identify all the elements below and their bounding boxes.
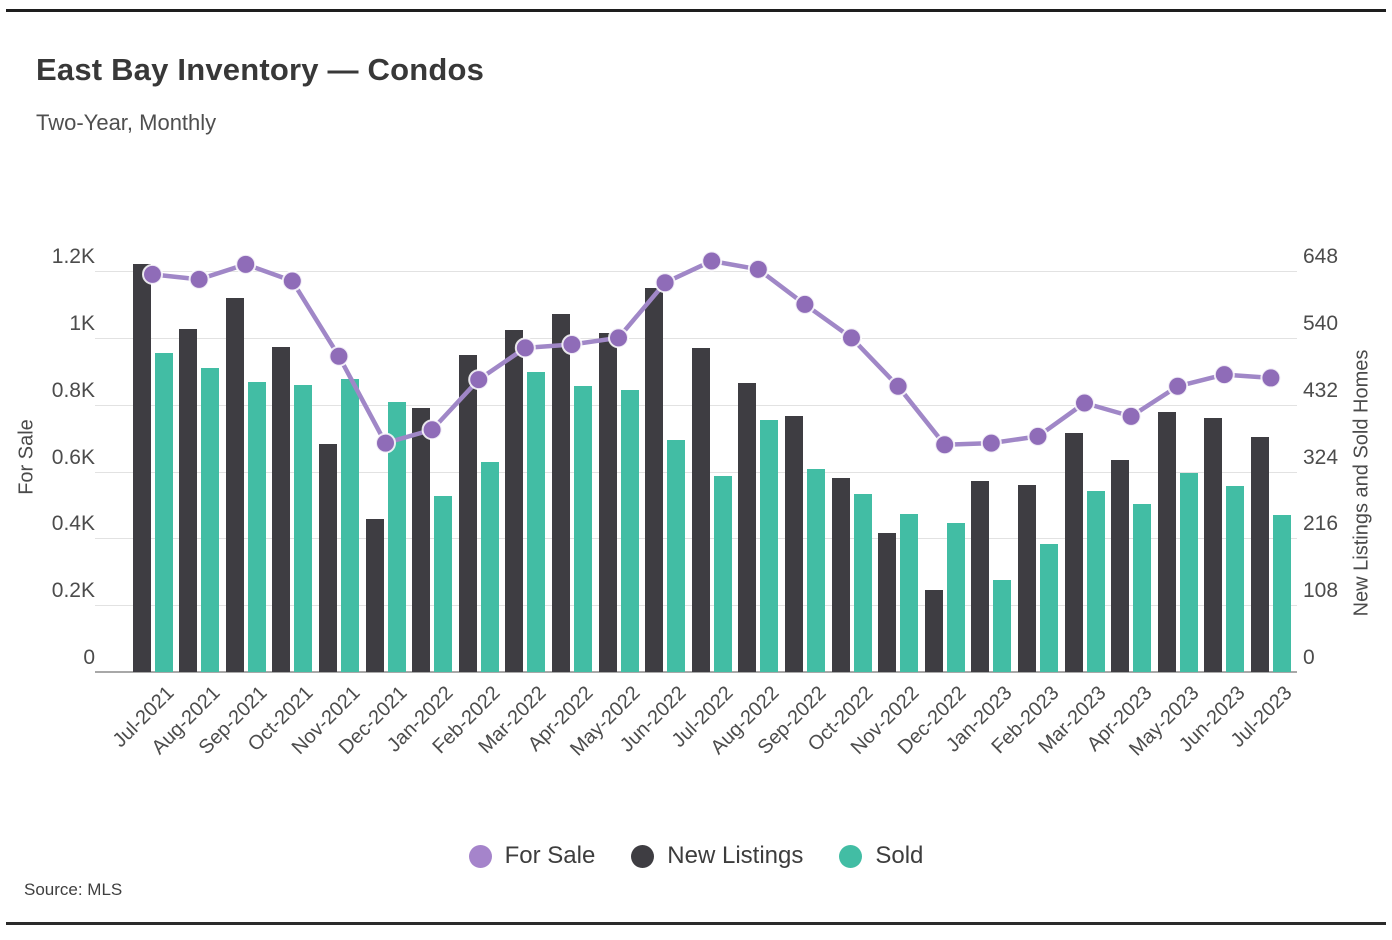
bar-sold: [1226, 486, 1245, 672]
source-note: Source: MLS: [24, 880, 123, 899]
bar-new-listings: [1111, 460, 1130, 672]
bar-sold: [1272, 515, 1291, 672]
page-title: East Bay Inventory — Condos: [36, 52, 485, 87]
for-sale-point: [1074, 392, 1095, 414]
bar-new-listings: [365, 518, 384, 672]
y-tick-label-left: 1K: [69, 311, 95, 335]
bar-new-listings: [1064, 433, 1083, 672]
bar-sold: [154, 352, 173, 672]
for-sale-point: [188, 268, 210, 290]
legend-item-sold: Sold: [839, 842, 923, 870]
bar-sold: [340, 379, 359, 672]
bar-new-listings: [272, 347, 291, 672]
bar-sold: [480, 461, 499, 672]
bar-sold: [853, 493, 872, 672]
y-tick-label-right: 432: [1303, 378, 1339, 402]
legend-label: Sold: [875, 842, 924, 869]
bar-new-listings: [412, 408, 431, 672]
y-tick-label-left: 1.2K: [51, 245, 95, 268]
y-tick-label-left: 0.4K: [51, 512, 95, 536]
bar-new-listings: [598, 332, 617, 672]
x-axis-line: [95, 671, 1297, 673]
bar-sold: [993, 580, 1012, 672]
page-subtitle: Two-Year, Monthly: [36, 110, 217, 135]
bar-sold: [713, 475, 732, 672]
legend-label: For Sale: [504, 842, 596, 869]
bar-sold: [900, 514, 919, 672]
for-sale-point: [281, 270, 303, 292]
y-tick-label-left: 0: [83, 646, 95, 669]
bar-sold: [434, 495, 453, 672]
bar-sold: [294, 384, 313, 672]
bar-new-listings: [738, 383, 757, 672]
for-sale-point: [1120, 405, 1142, 427]
legend-swatch: [468, 844, 492, 868]
bar-new-listings: [458, 355, 477, 672]
bar-new-listings: [645, 288, 664, 672]
bar-new-listings: [831, 478, 850, 672]
legend-swatch: [839, 844, 863, 868]
gridline: [95, 271, 1297, 272]
bar-new-listings: [971, 481, 990, 672]
bar-new-listings: [1017, 485, 1036, 672]
bar-new-listings: [691, 347, 710, 672]
y-tick-label-right: 648: [1303, 245, 1339, 268]
bar-sold: [1086, 491, 1105, 672]
bar-sold: [1179, 473, 1198, 672]
bar-new-listings: [551, 313, 570, 672]
y-tick-label-right: 324: [1303, 445, 1339, 469]
bar-sold: [387, 402, 406, 672]
legend-label: New Listings: [667, 842, 804, 869]
y-tick-label-right: 540: [1303, 311, 1339, 335]
for-sale-point: [980, 432, 1002, 454]
for-sale-point: [1167, 375, 1189, 397]
legend-item-for-sale: For Sale: [468, 842, 596, 870]
bar-sold: [760, 419, 779, 672]
y-tick-label-left: 0.8K: [51, 378, 95, 402]
bar-sold: [247, 382, 266, 672]
legend-item-new-listings: New Listings: [631, 842, 803, 870]
for-sale-line: [152, 258, 1272, 448]
bar-new-listings: [132, 263, 151, 672]
bar-sold: [667, 439, 686, 672]
y-tick-label-right: 108: [1303, 579, 1339, 603]
for-sale-point: [794, 293, 816, 315]
bar-sold: [1133, 503, 1152, 672]
for-sale-point: [887, 375, 909, 397]
bar-sold: [1039, 543, 1058, 672]
bar-sold: [806, 469, 825, 672]
for-sale-point: [328, 345, 350, 367]
top-rule: [6, 9, 1386, 12]
chart-legend: For Sale New Listings Sold: [0, 842, 1392, 870]
for-sale-point: [1027, 425, 1049, 447]
gridline: [95, 337, 1297, 339]
bar-new-listings: [1250, 437, 1269, 672]
bar-sold: [201, 367, 220, 672]
bar-new-listings: [1157, 412, 1176, 672]
y-tick-label-left: 0.6K: [51, 445, 95, 469]
for-sale-point: [747, 258, 769, 280]
bottom-rule: [6, 922, 1386, 925]
bar-new-listings: [784, 416, 803, 672]
bar-new-listings: [1204, 418, 1223, 672]
for-sale-point: [701, 250, 723, 272]
y-tick-label-right: 0: [1303, 646, 1315, 669]
bar-new-listings: [505, 330, 524, 672]
bar-new-listings: [225, 297, 244, 672]
for-sale-point: [1260, 367, 1282, 389]
bar-new-listings: [318, 444, 337, 672]
y-tick-label-right: 216: [1303, 512, 1339, 536]
bar-new-listings: [924, 589, 943, 672]
bar-sold: [573, 386, 592, 672]
for-sale-point: [1213, 364, 1235, 386]
bar-new-listings: [878, 532, 897, 672]
bar-new-listings: [179, 328, 198, 672]
bar-sold: [527, 371, 546, 672]
for-sale-point: [934, 434, 956, 456]
bar-sold: [620, 390, 639, 672]
y-tick-label-left: 0.2K: [51, 579, 95, 603]
bar-sold: [946, 522, 965, 672]
legend-swatch: [631, 844, 655, 868]
